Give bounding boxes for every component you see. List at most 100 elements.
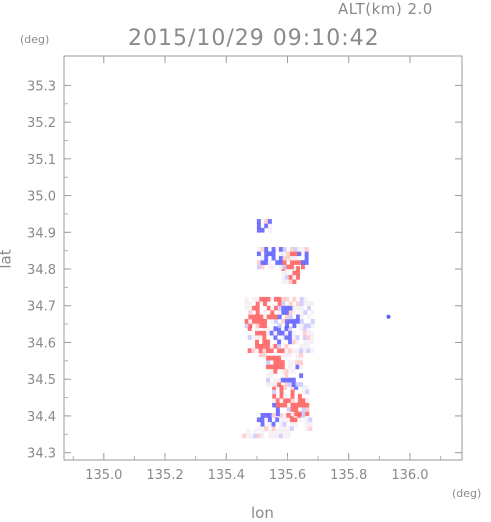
echo-cell bbox=[282, 433, 287, 439]
echo-cell bbox=[280, 330, 285, 336]
echo-cell bbox=[273, 355, 278, 361]
echo-cell bbox=[288, 274, 293, 280]
echo-cell bbox=[293, 251, 298, 257]
echo-cell bbox=[305, 402, 310, 408]
echo-cell bbox=[275, 385, 280, 390]
y-tick-label: 35.1 bbox=[27, 153, 56, 168]
echo-cell bbox=[286, 426, 291, 431]
echo-cell bbox=[279, 398, 284, 404]
echo-cell bbox=[282, 426, 287, 431]
echo-cell bbox=[289, 426, 294, 431]
echo-cell bbox=[278, 264, 283, 270]
echo-cell bbox=[301, 385, 306, 390]
echo-cell bbox=[285, 274, 290, 280]
echo-cell bbox=[305, 411, 310, 417]
echo-cell bbox=[256, 219, 261, 224]
echo-cell bbox=[299, 310, 304, 315]
echo-cell bbox=[285, 314, 290, 320]
echo-cell bbox=[264, 246, 269, 252]
echo-cell bbox=[256, 264, 261, 270]
echo-cell bbox=[277, 343, 282, 349]
echo-cell bbox=[288, 368, 293, 374]
echo-cell bbox=[271, 426, 276, 431]
echo-cell bbox=[248, 301, 253, 307]
echo-cell bbox=[273, 377, 278, 383]
echo-cell bbox=[286, 407, 291, 412]
echo-cell bbox=[273, 364, 278, 370]
echo-cell bbox=[273, 326, 278, 332]
echo-cell bbox=[292, 266, 297, 271]
echo-cell bbox=[284, 343, 289, 349]
echo-cell bbox=[289, 264, 294, 270]
echo-cell bbox=[277, 310, 282, 315]
echo-cell bbox=[285, 310, 290, 315]
echo-cell bbox=[271, 433, 276, 439]
echo-cell bbox=[277, 377, 282, 383]
echo-cell bbox=[284, 368, 289, 374]
echo-cell bbox=[271, 412, 276, 418]
echo-cell bbox=[299, 348, 304, 354]
echo-cell bbox=[304, 417, 309, 423]
echo-cell bbox=[295, 335, 300, 340]
echo-cell bbox=[275, 433, 280, 439]
echo-cell bbox=[281, 279, 286, 285]
y-tick-label: 34.8 bbox=[27, 263, 56, 278]
echo-cell bbox=[286, 412, 291, 418]
echo-cell bbox=[285, 305, 290, 311]
axis-ticks: 135.0 135.2 135.4 135.6 135.8 136.0 34.3 34.4 34… bbox=[27, 56, 462, 483]
echo-cell bbox=[274, 318, 278, 324]
echo-cell bbox=[259, 323, 264, 329]
echo-cell bbox=[266, 296, 271, 302]
echo-cell bbox=[292, 274, 297, 280]
echo-cell bbox=[244, 318, 249, 324]
echo-cell bbox=[299, 314, 304, 320]
echo-cell bbox=[281, 310, 286, 315]
echo-cell bbox=[279, 389, 284, 395]
echo-cell bbox=[288, 335, 293, 340]
echo-cell bbox=[281, 301, 286, 307]
echo-cell bbox=[251, 348, 256, 354]
echo-cell bbox=[293, 260, 298, 265]
echo-cell bbox=[297, 251, 302, 257]
echo-cell bbox=[295, 339, 300, 345]
echo-cell bbox=[277, 355, 282, 361]
echo-cell bbox=[270, 310, 275, 315]
echo-cell bbox=[278, 421, 283, 427]
echo-cell bbox=[266, 373, 271, 379]
echo-cell bbox=[244, 301, 249, 307]
echo-cell bbox=[286, 429, 291, 434]
echo-cell bbox=[285, 279, 290, 285]
echo-cell bbox=[266, 314, 271, 320]
echo-cell bbox=[293, 255, 298, 261]
echo-cell bbox=[262, 339, 267, 345]
echo-cell bbox=[290, 411, 295, 417]
y-tick-label: 34.4 bbox=[27, 410, 56, 425]
echo-cell bbox=[269, 373, 274, 379]
echo-cell bbox=[256, 426, 261, 431]
echo-cell bbox=[280, 348, 285, 354]
echo-cell bbox=[294, 411, 299, 417]
echo-cell bbox=[307, 314, 312, 320]
echo-cell bbox=[304, 251, 309, 257]
echo-cell bbox=[288, 310, 293, 315]
y-tick-label: 34.6 bbox=[27, 336, 56, 351]
echo-cell bbox=[291, 348, 296, 354]
echo-cell bbox=[277, 305, 282, 311]
echo-cell bbox=[304, 260, 309, 265]
echo-cell bbox=[300, 260, 305, 265]
x-tick-label: 135.2 bbox=[146, 468, 183, 483]
echo-cell bbox=[291, 368, 296, 374]
echo-cell bbox=[300, 264, 305, 270]
echo-cell bbox=[299, 343, 304, 349]
echo-cell bbox=[296, 314, 301, 320]
echo-cell bbox=[263, 323, 267, 329]
echo-cell bbox=[271, 255, 276, 261]
echo-cell bbox=[271, 264, 276, 270]
echo-cell bbox=[259, 314, 264, 320]
echo-cell bbox=[303, 296, 308, 302]
echo-cell bbox=[302, 335, 307, 340]
echo-cell bbox=[295, 364, 300, 370]
echo-cell bbox=[260, 429, 265, 434]
echo-cell bbox=[297, 246, 302, 252]
echo-cell bbox=[275, 398, 280, 404]
